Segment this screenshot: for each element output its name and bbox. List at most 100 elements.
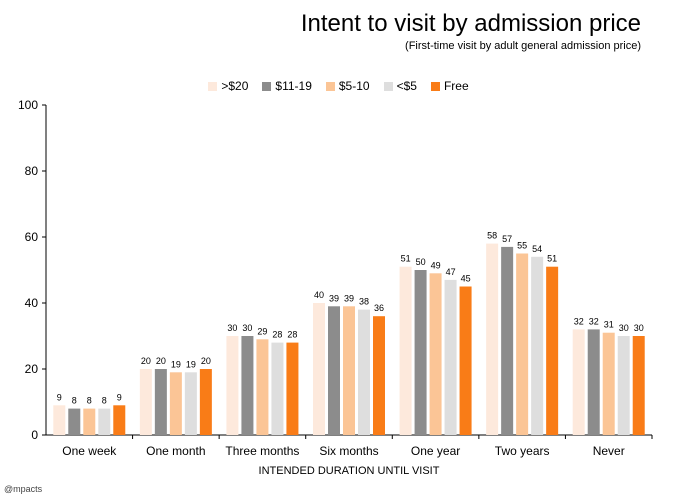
- y-tick-label: 20: [25, 362, 39, 376]
- legend-item-gt20: >$20: [208, 79, 248, 93]
- data-label: 32: [589, 316, 599, 326]
- legend-item-11-19: $11-19: [262, 79, 312, 93]
- data-label: 28: [287, 330, 297, 340]
- data-label: 51: [547, 254, 557, 264]
- legend-swatch: [208, 81, 218, 91]
- data-label: 39: [329, 293, 339, 303]
- legend-swatch: [325, 81, 335, 91]
- bar: [632, 336, 645, 435]
- bar: [486, 243, 499, 435]
- bar: [241, 336, 254, 435]
- bar: [199, 369, 212, 435]
- legend-swatch: [383, 81, 393, 91]
- legend-item-5-10: $5-10: [325, 79, 370, 93]
- y-tick-label: 60: [25, 230, 39, 244]
- data-label: 30: [619, 323, 629, 333]
- data-label: 51: [401, 254, 411, 264]
- bar: [587, 329, 600, 435]
- data-label: 47: [446, 267, 456, 277]
- bar: [429, 273, 442, 435]
- data-label: 28: [272, 330, 282, 340]
- bar: [256, 339, 269, 435]
- legend-swatch: [430, 81, 440, 91]
- bar: [399, 266, 412, 435]
- bar: [516, 253, 529, 435]
- data-label: 31: [604, 320, 614, 330]
- data-label: 57: [502, 234, 512, 244]
- legend-item-free: Free: [430, 79, 469, 93]
- y-tick-label: 80: [25, 164, 39, 178]
- data-label: 45: [461, 274, 471, 284]
- data-label: 29: [257, 326, 267, 336]
- bar: [83, 408, 96, 435]
- legend-label: $11-19: [275, 79, 312, 93]
- data-label: 32: [574, 316, 584, 326]
- bar: [286, 342, 299, 435]
- chart-subtitle: (First-time visit by adult general admis…: [405, 40, 641, 52]
- data-label: 20: [141, 356, 151, 366]
- data-label: 30: [634, 323, 644, 333]
- legend-label: <$5: [396, 79, 417, 93]
- data-label: 55: [517, 241, 527, 251]
- data-label: 8: [87, 396, 92, 406]
- data-label: 58: [487, 231, 497, 241]
- data-label: 8: [102, 396, 107, 406]
- data-label: 54: [532, 244, 542, 254]
- data-label: 39: [344, 293, 354, 303]
- bar: [271, 342, 284, 435]
- bar: [154, 369, 167, 435]
- data-label: 19: [186, 359, 196, 369]
- data-label: 20: [156, 356, 166, 366]
- legend: >$20 $11-19 $5-10 <$5 Free: [0, 79, 677, 93]
- bar: [572, 329, 585, 435]
- bar: [617, 336, 630, 435]
- bar: [343, 306, 355, 435]
- data-label: 30: [242, 323, 252, 333]
- bar: [139, 369, 152, 435]
- data-label: 8: [72, 396, 77, 406]
- data-label: 50: [416, 257, 426, 267]
- legend-item-lt5: <$5: [383, 79, 417, 93]
- bar: [169, 372, 182, 435]
- bar: [313, 303, 325, 435]
- x-tick-label: Three months: [225, 444, 299, 458]
- bar: [53, 405, 66, 435]
- bar: [328, 306, 340, 435]
- data-label: 30: [227, 323, 237, 333]
- legend-label: $5-10: [338, 79, 370, 93]
- data-label: 19: [171, 359, 181, 369]
- bar: [414, 270, 427, 435]
- bar: [184, 372, 197, 435]
- bar: [373, 316, 385, 435]
- y-tick-label: 0: [31, 428, 38, 442]
- bar: [602, 332, 615, 435]
- chart-title: Intent to visit by admission price: [300, 10, 641, 37]
- x-tick-label: Never: [593, 444, 625, 458]
- y-tick-label: 100: [18, 98, 38, 112]
- bar: [546, 266, 559, 435]
- data-label: 20: [201, 356, 211, 366]
- data-label: 40: [314, 290, 324, 300]
- bar: [444, 279, 457, 435]
- x-axis-title: INTENDED DURATION UNTIL VISIT: [259, 465, 440, 477]
- bar: [531, 256, 544, 435]
- data-label: 9: [117, 392, 122, 402]
- data-label: 36: [374, 303, 384, 313]
- legend-label: Free: [443, 79, 469, 93]
- bar: [68, 408, 81, 435]
- data-label: 38: [359, 297, 369, 307]
- bar: [226, 336, 239, 435]
- bar: [358, 309, 370, 435]
- x-tick-label: One year: [411, 444, 460, 458]
- x-tick-label: One week: [62, 444, 117, 458]
- legend-label: >$20: [221, 79, 249, 93]
- bar: [459, 286, 472, 435]
- bar: [501, 246, 514, 435]
- x-tick-label: One month: [146, 444, 205, 458]
- data-label: 49: [431, 260, 441, 270]
- x-tick-label: Six months: [319, 444, 378, 458]
- y-tick-label: 40: [25, 296, 39, 310]
- bar: [98, 408, 111, 435]
- x-tick-label: Two years: [495, 444, 550, 458]
